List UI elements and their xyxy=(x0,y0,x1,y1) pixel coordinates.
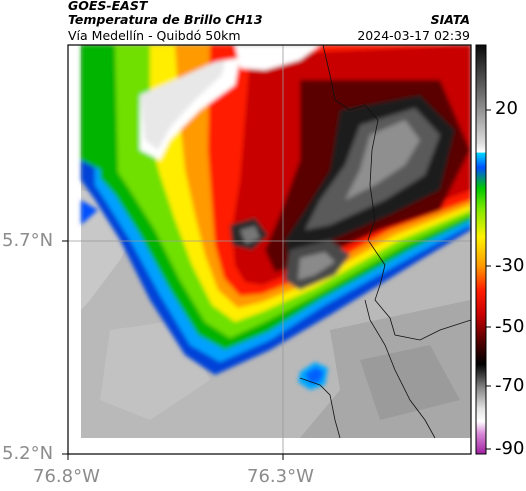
agency-label: SIATA xyxy=(430,12,470,27)
product-title: Temperatura de Brillo CH13 xyxy=(68,12,263,27)
colorbar xyxy=(475,44,487,455)
latitude-label-5-7: 5.7°N xyxy=(2,230,54,251)
brightness-temperature-field xyxy=(68,45,471,454)
map-frame xyxy=(67,44,472,455)
satellite-title: GOES-EAST xyxy=(68,0,148,13)
longitude-label-76-3: 76.3°W xyxy=(247,466,314,487)
route-subtitle: Vía Medellín - Quibdó 50km xyxy=(68,28,241,43)
latitude-label-5-2: 5.2°N xyxy=(2,443,54,464)
colorbar-tick-20: 20 xyxy=(495,98,518,119)
longitude-label-76-8: 76.8°W xyxy=(33,466,100,487)
colorbar-tick-minus70: -70 xyxy=(495,375,525,396)
colorbar-tick-minus30: -30 xyxy=(495,255,525,276)
colorbar-tick-minus50: -50 xyxy=(495,316,525,337)
timestamp-label: 2024-03-17 02:39 xyxy=(357,28,470,43)
colorbar-tick-minus90: -90 xyxy=(495,438,525,459)
department-border-line xyxy=(322,45,471,341)
